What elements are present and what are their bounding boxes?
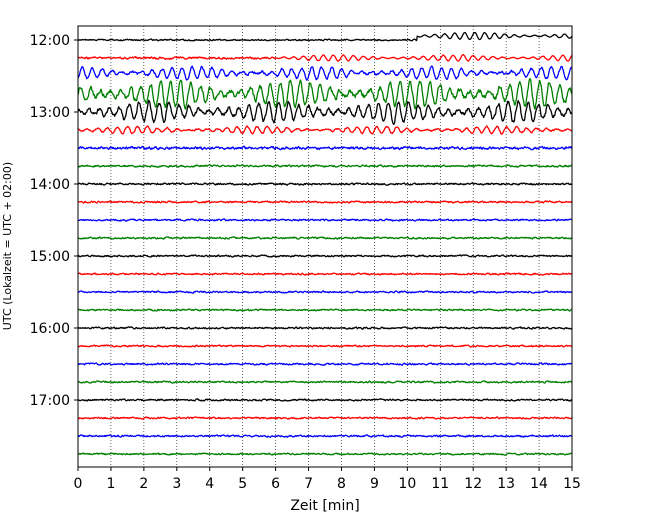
y-tick-label: 16:00 (30, 321, 70, 337)
seismogram-trace (78, 145, 572, 151)
plot-frame (77, 25, 573, 468)
seismogram-trace (78, 452, 572, 456)
seismogram-trace (78, 434, 572, 438)
seismogram-trace (78, 164, 572, 168)
x-tick-label: 15 (563, 476, 581, 492)
seismogram-trace (78, 125, 572, 135)
seismogram-trace (78, 31, 572, 42)
x-tick-label: 14 (530, 476, 548, 492)
seismogram-trace (78, 272, 572, 276)
x-tick-label: 2 (139, 476, 148, 492)
seismogram-trace (78, 78, 572, 110)
y-tick-label: 17:00 (30, 393, 70, 409)
seismogram-trace (78, 308, 572, 312)
y-axis: 12:00 13:00 14:00 15:00 16:00 17:00 (30, 33, 78, 409)
x-tick-label: 3 (172, 476, 181, 492)
y-tick-label: 13:00 (30, 105, 70, 121)
seismogram-trace (78, 290, 572, 294)
y-tick-label: 12:00 (30, 33, 70, 49)
x-tick-label: 7 (304, 476, 313, 492)
seismogram-trace (78, 326, 572, 330)
seismogram-trace (78, 65, 572, 81)
seismogram-trace (78, 344, 572, 348)
seismogram-trace (78, 362, 572, 366)
x-tick-label: 6 (271, 476, 280, 492)
seismogram-trace (78, 380, 572, 384)
seismogram-trace (78, 416, 572, 420)
seismogram-trace (78, 99, 572, 126)
seismogram-trace (78, 182, 572, 186)
seismogram-trace (78, 200, 572, 204)
x-tick-label: 12 (464, 476, 482, 492)
x-tick-label: 10 (398, 476, 416, 492)
seismogram-trace (78, 236, 572, 240)
x-tick-label: 4 (205, 476, 214, 492)
seismogram-trace (78, 54, 572, 62)
x-tick-label: 11 (431, 476, 449, 492)
x-axis: 0 1 2 3 4 5 6 7 8 9 10 11 12 13 14 15 (74, 467, 581, 492)
x-tick-label: 5 (238, 476, 247, 492)
x-tick-label: 13 (497, 476, 515, 492)
x-tick-label: 8 (337, 476, 346, 492)
seismogram-trace (78, 218, 572, 222)
x-tick-label: 0 (74, 476, 83, 492)
x-axis-label: Zeit [min] (290, 498, 359, 514)
seismogram-trace (78, 398, 572, 402)
trace-group (78, 31, 572, 456)
seismogram-trace (78, 254, 572, 258)
y-axis-label: UTC (Lokalzeit = UTC + 02:00) (1, 162, 14, 330)
y-tick-label: 15:00 (30, 249, 70, 265)
x-tick-label: 1 (106, 476, 115, 492)
y-tick-label: 14:00 (30, 177, 70, 193)
x-tick-label: 9 (370, 476, 379, 492)
